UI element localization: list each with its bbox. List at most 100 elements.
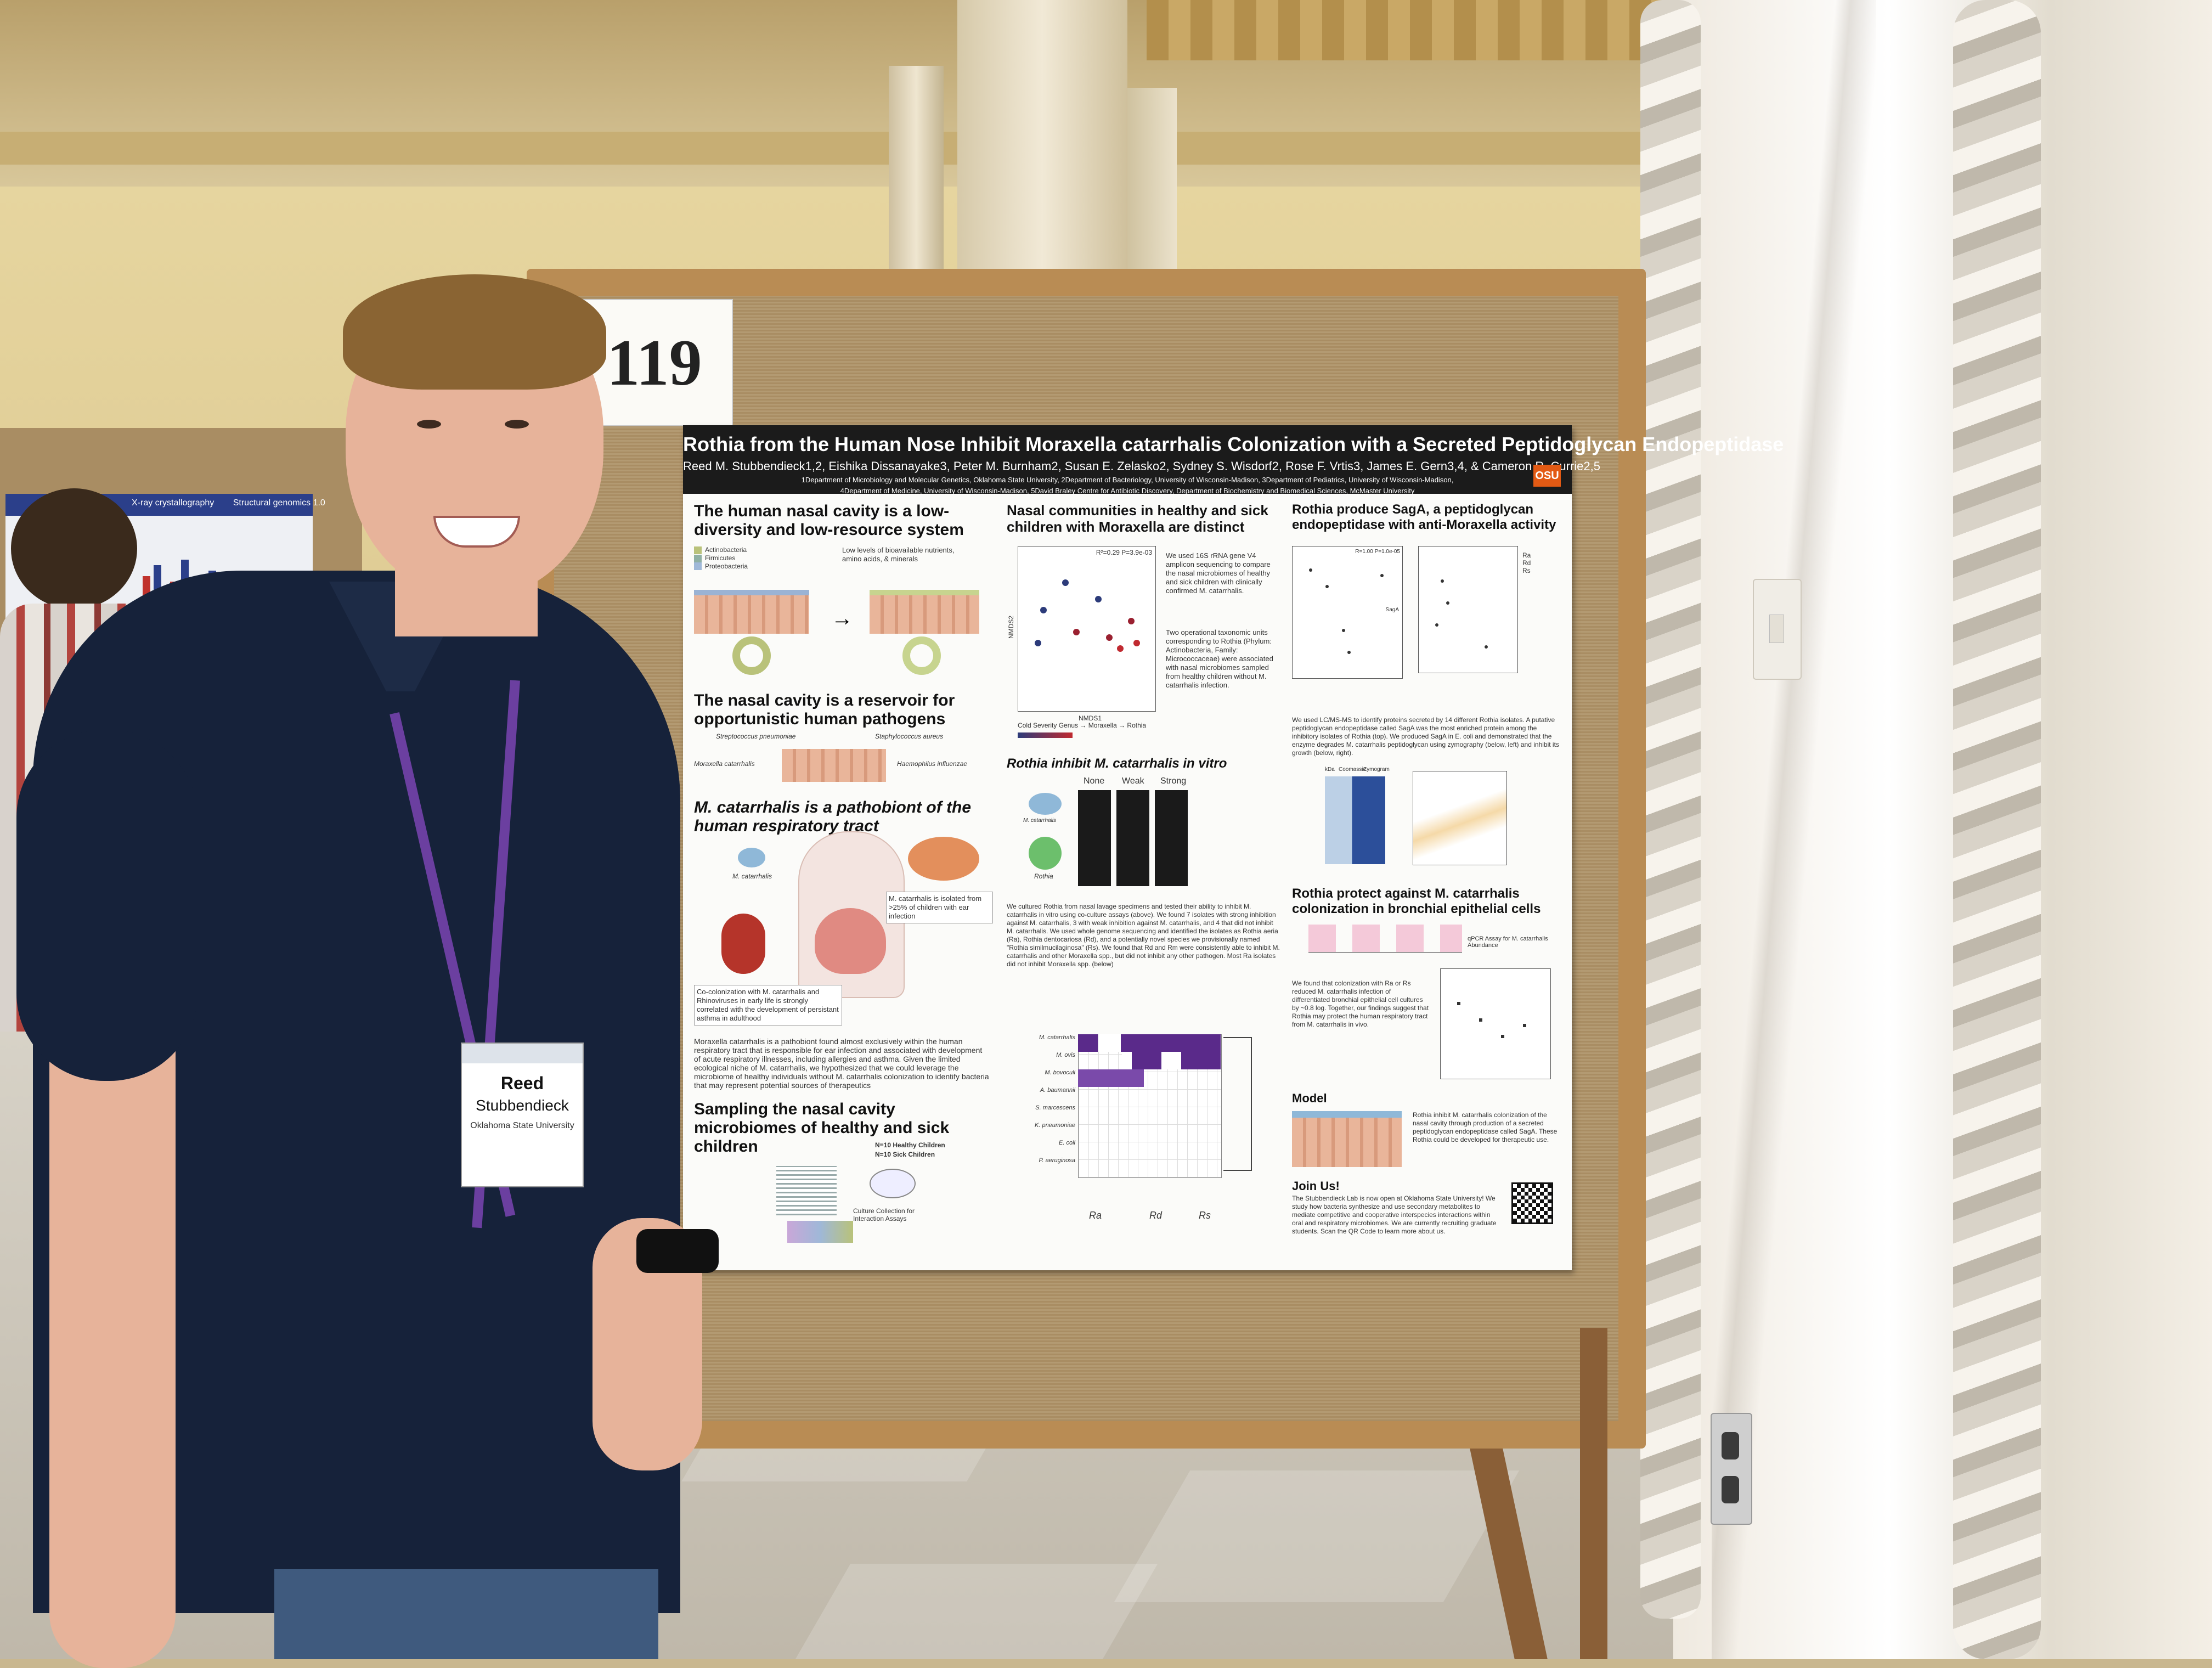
pathogen-label: Staphylococcus aureus [875,732,944,740]
nmds-scatter-plot: R²=0.29 P=3.9e-03 NMDS1 NMDS2 [1007,546,1156,722]
join-text: The Stubbendieck Lab is now open at Okla… [1292,1194,1497,1235]
cold-severity-colorbar [1018,732,1073,738]
poster-column-2: Nasal communities in healthy and sick ch… [1007,502,1281,1265]
wristwatch-icon [636,1229,719,1273]
coculture-plate [1116,790,1149,886]
section-heading: Model [1292,1091,1327,1105]
presenter: Reed Stubbendieck Oklahoma State Univers… [0,263,724,1668]
culture-collection-label: Culture Collection for Interaction Assay… [853,1207,915,1222]
sequencing-illustration [776,1166,837,1215]
lungs-icon [815,908,886,974]
marble-vein [1712,0,1876,1659]
coculture-plate [1078,790,1111,886]
research-poster: Rothia from the Human Nose Inhibit Morax… [683,425,1784,1270]
nmds-stats: R²=0.29 P=3.9e-03 [1096,549,1152,556]
qpcr-plot [1440,968,1551,1079]
inhibition-label: Weak [1122,776,1144,786]
section-heading: Join Us! [1292,1179,1340,1193]
outlet-icon [1722,1476,1739,1503]
qr-code-icon[interactable] [1511,1182,1553,1224]
sagA-body-text: We used LC/MS-MS to identify proteins se… [1292,716,1559,757]
section-heading: Rothia produce SagA, a peptidoglycan end… [1292,502,1556,532]
presenter-eye [417,420,441,429]
low-resource-illustration [870,590,979,634]
poster-header: Rothia from the Human Nose Inhibit Morax… [683,425,1784,495]
section-heading: Rothia inhibit M. catarrhalis in vitro [1007,756,1227,771]
cohort-label: N=10 Sick Children [875,1151,935,1158]
gel-label: Coomassie [1339,767,1367,773]
presenter-jeans [274,1569,658,1659]
section-heading: Nasal communities in healthy and sick ch… [1007,502,1268,535]
phylum-legend: Actinobacteria Firmicutes Proteobacteria [694,546,804,571]
easel-leg [1580,1328,1607,1659]
poster-column-3: Rothia produce SagA, a peptidoglycan end… [1292,502,1561,1265]
heatmap-dendrogram [1223,1037,1252,1171]
light-switch-icon[interactable] [1769,615,1784,643]
sagA-abundance-plot [1418,546,1518,673]
section-heading: M. catarrhalis is a pathobiont of the hu… [694,798,972,835]
nmds-legend: Cold Severity Genus → Moraxella → Rothia [1018,722,1147,729]
nmds-description-2: Two operational taxonomic units correspo… [1166,628,1273,689]
ear-icon [908,837,979,881]
outlet-icon [1722,1432,1739,1460]
asthma-note: Co-colonization with M. catarrhalis and … [694,985,842,1025]
bronchus-icon [721,914,765,974]
poster-column-1: The human nasal cavity is a low-diversit… [694,502,993,1265]
badge-first-name: Reed [500,1073,544,1093]
poster-affiliations-2: 4Department of Medicine, University of W… [840,487,1415,495]
heatmap-group-label: Rd [1149,1210,1163,1221]
inhibition-label: None [1084,776,1105,786]
section-heading: Sampling the nasal cavity microbiomes of… [694,1100,950,1156]
osu-logo: OSU [1533,465,1561,487]
badge-organization: Oklahoma State University [470,1121,574,1130]
abundance-bars [787,1221,853,1243]
gel-image [1325,776,1385,864]
poster-title: Rothia from the Human Nose Inhibit Morax… [683,433,1784,455]
coculture-plate [1155,790,1188,886]
heatmap-group-label: Ra [1089,1210,1102,1221]
mcat-body-text: Moraxella catarrhalis is a pathobiont fo… [694,1037,989,1090]
twisted-column-right [1953,0,2041,1659]
gel-label: kDa [1325,767,1335,773]
section-heading: The nasal cavity is a reservoir for oppo… [694,691,955,728]
mcat-label: M. catarrhalis [1023,818,1057,824]
y-axis-label: NMDS2 [1007,615,1015,639]
nasal-epithelium-illustration [694,590,809,634]
bacteria-icon [738,848,765,867]
presenter-sleeve [16,730,198,1081]
heatmap-row-labels: M. catarrhalis M. ovis M. bovoculi A. ba… [1035,1034,1075,1164]
marble-column [1673,0,2212,1659]
strain-legend: Ra Rd Rs [1522,551,1531,574]
pathogen-label: Haemophilus influenzae [897,760,968,768]
section-heading: Rothia protect against M. catarrhalis co… [1292,886,1541,916]
section-heading: The human nasal cavity is a low-diversit… [694,502,964,539]
epithelial-body-text: We found that colonization with Ra or Rs… [1292,979,1429,1028]
resource-note: Low levels of bioavailable nutrients, am… [842,546,955,563]
poster-authors: Reed M. Stubbendieck1,2, Eishika Dissana… [683,459,1600,473]
growth-curve-plot [1413,771,1507,865]
nasal-reservoir-illustration [782,749,886,782]
heatmap-group-label: Rs [1199,1210,1211,1221]
ceiling-ornament [1147,0,1684,60]
inhibition-heatmap [1078,1034,1222,1178]
poster-affiliations-1: 1Department of Microbiology and Molecula… [801,476,1454,484]
inhibition-body-text: We cultured Rothia from nasal lavage spe… [1007,903,1280,968]
presenter-eye [505,420,529,429]
x-axis-label: NMDS1 [1079,714,1102,722]
twisted-column-left [1640,0,1701,1619]
cohort-label: N=10 Healthy Children [875,1141,945,1149]
mcat-label: M. catarrhalis [732,872,772,880]
sagA-label: SagA [1385,607,1399,613]
rothia-label: Rothia [1034,872,1053,880]
outlet-plate [1711,1413,1752,1525]
nmds-description-1: We used 16S rRNA gene V4 amplicon sequen… [1166,551,1271,595]
diversity-donut-chart [732,636,771,675]
inhibition-label: Strong [1160,776,1187,786]
pathogen-label: Streptococcus pneumoniae [716,732,796,740]
sagA-correlation-plot: R=1.00 P=1.0e-05 SagA [1292,546,1403,679]
petri-dish-icon [870,1169,916,1198]
arrow-icon: → [831,606,853,630]
transwell-illustration [1308,925,1462,953]
ear-infection-note: M. catarrhalis is isolated from >25% of … [886,892,993,923]
gel-label: Zymogram [1363,767,1390,773]
